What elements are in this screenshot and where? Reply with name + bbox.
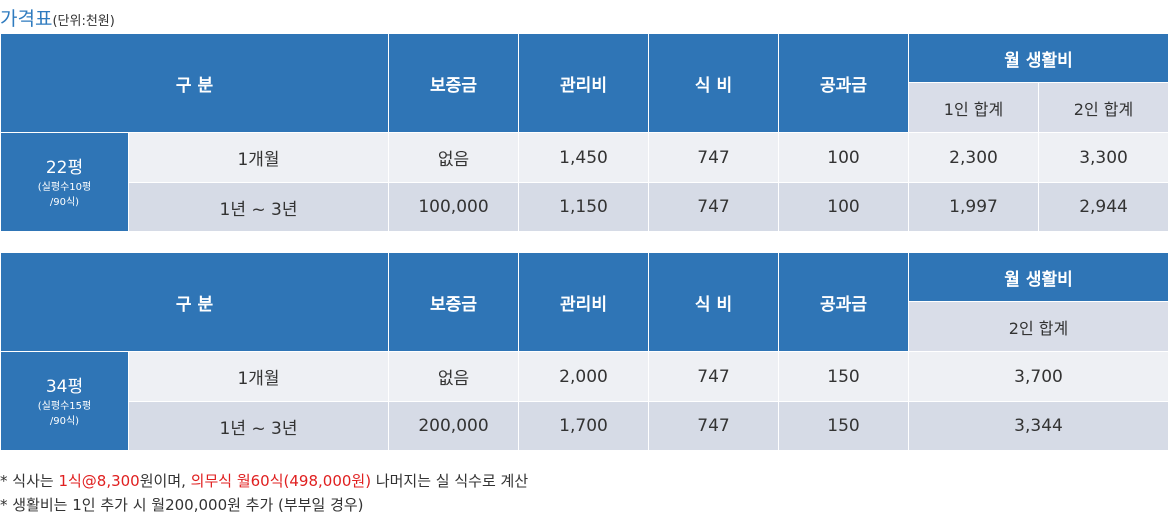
table-row: 1년 ~ 3년 100,000 1,150 747 100 1,997 2,94… <box>1 182 1170 232</box>
header-category: 구 분 <box>0 33 390 133</box>
meal-cell: 747 <box>648 132 780 183</box>
period-cell: 1개월 <box>127 351 390 402</box>
meal-cell: 747 <box>648 182 780 232</box>
table-row: 1년 ~ 3년 200,000 1,700 747 150 3,344 <box>1 401 1170 451</box>
two-total-cell: 2,944 <box>1038 182 1170 232</box>
page-title: 가격표(단위:천원) <box>0 4 115 30</box>
title-unit: (단위:천원) <box>52 14 115 29</box>
price-table-22: 구 분 보증금 관리비 식 비 공과금 월 생활비 1인 합계 2인 합계 22… <box>0 33 1170 232</box>
size-detail: (실평수10평 <box>37 182 92 193</box>
management-cell: 2,000 <box>518 351 650 402</box>
table-row: 22평 (실평수10평 /90식) 1개월 없음 1,450 747 100 2… <box>0 132 1170 232</box>
header-monthly-living: 월 생활비 <box>908 252 1170 302</box>
header-management: 관리비 <box>518 33 650 133</box>
two-total-cell: 3,344 <box>908 401 1170 451</box>
table-row: 34평 (실평수15평 /90식) 1개월 없음 2,000 747 150 3… <box>0 351 1170 451</box>
period-cell: 1개월 <box>127 132 390 183</box>
two-total-cell: 3,700 <box>908 351 1170 402</box>
header-deposit: 보증금 <box>388 33 520 133</box>
meal-cell: 747 <box>648 351 780 402</box>
size-label-cell: 22평 (실평수10평 /90식) <box>0 132 129 232</box>
meal-note: * 식사는 1식@8,300원이며, 의무식 월60식(498,000원) 나머… <box>0 469 528 493</box>
management-cell: 1,450 <box>518 132 650 183</box>
size-detail: (실평수15평 <box>37 401 92 412</box>
size-detail: /90식) <box>49 416 80 427</box>
deposit-cell: 100,000 <box>388 182 520 232</box>
utilities-cell: 100 <box>778 132 910 183</box>
header-two-person-total: 2인 합계 <box>1038 82 1170 133</box>
size-label: 22평 <box>45 158 84 178</box>
price-table-34: 구 분 보증금 관리비 식 비 공과금 월 생활비 2인 합계 34평 (실평수… <box>0 252 1170 451</box>
meal-cell: 747 <box>648 401 780 451</box>
one-total-cell: 1,997 <box>908 182 1040 232</box>
header-deposit: 보증금 <box>388 252 520 352</box>
note-highlight: 의무식 월60식(498,000원) <box>190 472 372 490</box>
deposit-cell: 없음 <box>388 132 520 183</box>
note-highlight: 1식@8,300 <box>58 472 140 490</box>
period-cell: 1년 ~ 3년 <box>127 182 390 232</box>
living-cost-note: * 생활비는 1인 추가 시 월200,000원 추가 (부부일 경우) <box>0 496 364 514</box>
one-total-cell: 2,300 <box>908 132 1040 183</box>
management-cell: 1,150 <box>518 182 650 232</box>
note-text: * 식사는 <box>0 472 59 490</box>
header-monthly-living: 월 생활비 <box>908 33 1170 83</box>
header-utilities: 공과금 <box>778 252 910 352</box>
management-cell: 1,700 <box>518 401 650 451</box>
header-management: 관리비 <box>518 252 650 352</box>
title-main: 가격표 <box>0 8 53 30</box>
header-meal: 식 비 <box>648 252 780 352</box>
header-category: 구 분 <box>0 252 390 352</box>
utilities-cell: 100 <box>778 182 910 232</box>
period-cell: 1년 ~ 3년 <box>127 401 390 451</box>
note-text: 나머지는 실 식수로 계산 <box>371 472 529 490</box>
utilities-cell: 150 <box>778 351 910 402</box>
deposit-cell: 없음 <box>388 351 520 402</box>
header-meal: 식 비 <box>648 33 780 133</box>
header-utilities: 공과금 <box>778 33 910 133</box>
size-detail: /90식) <box>49 197 80 208</box>
two-total-cell: 3,300 <box>1038 132 1170 183</box>
footnotes: * 식사는 1식@8,300원이며, 의무식 월60식(498,000원) 나머… <box>0 469 528 517</box>
size-label-cell: 34평 (실평수15평 /90식) <box>0 351 129 451</box>
size-label: 34평 <box>45 377 84 397</box>
deposit-cell: 200,000 <box>388 401 520 451</box>
utilities-cell: 150 <box>778 401 910 451</box>
header-one-person-total: 1인 합계 <box>908 82 1040 133</box>
header-two-person-total: 2인 합계 <box>908 301 1170 352</box>
note-text: 원이며, <box>139 472 191 490</box>
